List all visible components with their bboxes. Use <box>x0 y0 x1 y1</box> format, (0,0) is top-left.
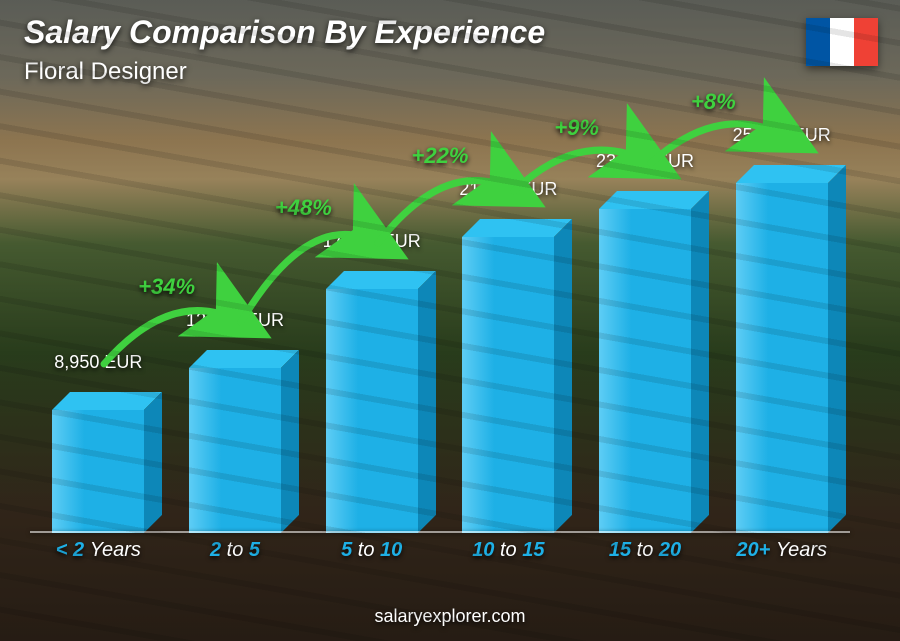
bar: 8,950 EUR <box>52 410 144 533</box>
bar-slot: 12,000 EUR <box>167 110 304 533</box>
flag-stripe-red <box>854 18 878 66</box>
x-axis-label: 15 to 20 <box>577 539 714 571</box>
bar-value-label: 17,700 EUR <box>323 231 421 252</box>
bar-side <box>418 271 436 533</box>
x-axis-labels: < 2 Years2 to 55 to 1010 to 1515 to 2020… <box>30 539 850 571</box>
bar: 23,500 EUR <box>599 209 691 533</box>
flag-stripe-blue <box>806 18 830 66</box>
bar-side <box>554 219 572 533</box>
bars-container: 8,950 EUR 12,000 EUR 17,700 EUR 21,500 EUR 2… <box>30 110 850 533</box>
bar-front <box>189 368 281 533</box>
bar-side <box>281 350 299 533</box>
footer-attribution: salaryexplorer.com <box>0 606 900 627</box>
bar: 12,000 EUR <box>189 368 281 533</box>
bar-side <box>691 191 709 533</box>
bar-front <box>599 209 691 533</box>
bar-slot: 21,500 EUR <box>440 110 577 533</box>
bar-value-label: 8,950 EUR <box>54 352 142 373</box>
bar-side <box>144 392 162 533</box>
bar-front <box>736 183 828 533</box>
x-axis-label: 20+ Years <box>713 539 850 571</box>
bar-slot: 23,500 EUR <box>577 110 714 533</box>
x-axis-label: < 2 Years <box>30 539 167 571</box>
bar-slot: 8,950 EUR <box>30 110 167 533</box>
x-axis-label: 5 to 10 <box>303 539 440 571</box>
bar: 25,400 EUR <box>736 183 828 533</box>
infographic-stage: Salary Comparison By Experience Floral D… <box>0 0 900 641</box>
page-title: Salary Comparison By Experience <box>24 14 545 51</box>
flag-stripe-white <box>830 18 854 66</box>
france-flag <box>806 18 878 66</box>
bar-front <box>462 237 554 533</box>
bar-front <box>52 410 144 533</box>
bar: 17,700 EUR <box>326 289 418 533</box>
bar-front <box>326 289 418 533</box>
x-axis-label: 10 to 15 <box>440 539 577 571</box>
x-axis-label: 2 to 5 <box>167 539 304 571</box>
bar-value-label: 21,500 EUR <box>459 179 557 200</box>
page-subtitle: Floral Designer <box>24 58 187 86</box>
bar-slot: 17,700 EUR <box>303 110 440 533</box>
bar-value-label: 25,400 EUR <box>733 125 831 146</box>
bar-side <box>828 165 846 533</box>
bar-value-label: 23,500 EUR <box>596 151 694 172</box>
chart-baseline <box>30 531 850 533</box>
bar-slot: 25,400 EUR <box>713 110 850 533</box>
bar-value-label: 12,000 EUR <box>186 310 284 331</box>
bar: 21,500 EUR <box>462 237 554 533</box>
bar-chart: 8,950 EUR 12,000 EUR 17,700 EUR 21,500 EUR 2… <box>30 110 850 571</box>
